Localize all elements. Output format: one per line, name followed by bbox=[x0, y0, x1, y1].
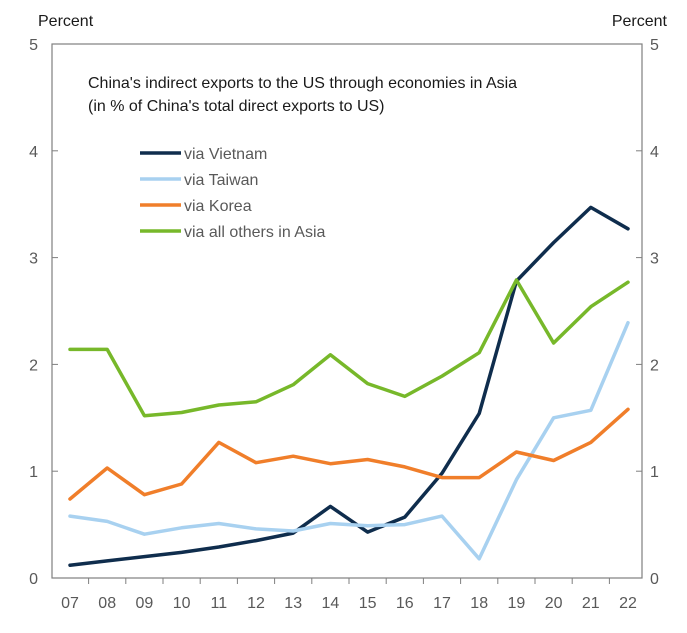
y-tick-label-left: 3 bbox=[29, 251, 38, 268]
x-tick-label: 19 bbox=[508, 595, 526, 612]
x-tick-label: 16 bbox=[396, 595, 414, 612]
right-y-axis: 0 1 2 3 4 5 bbox=[636, 37, 659, 588]
legend-label-via-all-others-in-asia: via all others in Asia bbox=[184, 224, 326, 241]
y-tick-label-right: 2 bbox=[650, 357, 659, 374]
x-tick-label: 21 bbox=[582, 595, 600, 612]
chart-title-line-1: China's indirect exports to the US throu… bbox=[88, 75, 517, 92]
legend-label-via-vietnam: via Vietnam bbox=[184, 146, 267, 163]
x-tick-label: 13 bbox=[284, 595, 302, 612]
x-tick-label: 10 bbox=[173, 595, 191, 612]
legend: via Vietnam via Taiwan via Korea via all ot… bbox=[140, 146, 326, 241]
plot-frame bbox=[51, 43, 643, 579]
x-axis: 07 08 09 10 11 12 13 14 15 16 17 18 19 20 21 22 bbox=[61, 578, 637, 612]
y-tick-label-right: 4 bbox=[650, 144, 659, 161]
x-tick-label: 17 bbox=[433, 595, 451, 612]
legend-label-via-korea: via Korea bbox=[184, 198, 252, 215]
y-tick-label-right: 5 bbox=[650, 37, 659, 54]
series-line-via-taiwan bbox=[68, 320, 630, 561]
series-line-via-all-others-in-asia bbox=[68, 278, 630, 418]
x-tick-label: 15 bbox=[359, 595, 377, 612]
series-line-via-vietnam bbox=[68, 205, 630, 567]
y-tick-label-right: 1 bbox=[650, 464, 659, 481]
x-tick-label: 18 bbox=[470, 595, 488, 612]
legend-label-via-taiwan: via Taiwan bbox=[184, 172, 258, 189]
right-axis-unit-label: Percent bbox=[611, 13, 667, 30]
y-tick-label-left: 0 bbox=[29, 571, 38, 588]
y-tick-label-right: 3 bbox=[650, 251, 659, 268]
x-tick-label: 11 bbox=[210, 595, 227, 612]
y-tick-label-left: 1 bbox=[29, 464, 38, 481]
x-tick-label: 20 bbox=[545, 595, 563, 612]
y-tick-label-left: 5 bbox=[29, 37, 38, 54]
x-tick-label: 22 bbox=[619, 595, 637, 612]
chart-title-line-2: (in % of China's total direct exports to… bbox=[88, 98, 385, 115]
x-tick-label: 09 bbox=[136, 595, 154, 612]
x-tick-label: 14 bbox=[322, 595, 340, 612]
y-tick-label-left: 4 bbox=[29, 144, 38, 161]
x-tick-label: 07 bbox=[61, 595, 79, 612]
y-tick-label-left: 2 bbox=[29, 357, 38, 374]
x-tick-label: 12 bbox=[247, 595, 265, 612]
y-tick-label-right: 0 bbox=[650, 571, 659, 588]
left-axis-unit-label: Percent bbox=[38, 13, 94, 30]
left-y-axis: 0 1 2 3 4 5 bbox=[29, 37, 58, 588]
series-lines bbox=[68, 205, 630, 567]
x-tick-label: 08 bbox=[98, 595, 116, 612]
series-line-via-korea bbox=[68, 407, 630, 501]
